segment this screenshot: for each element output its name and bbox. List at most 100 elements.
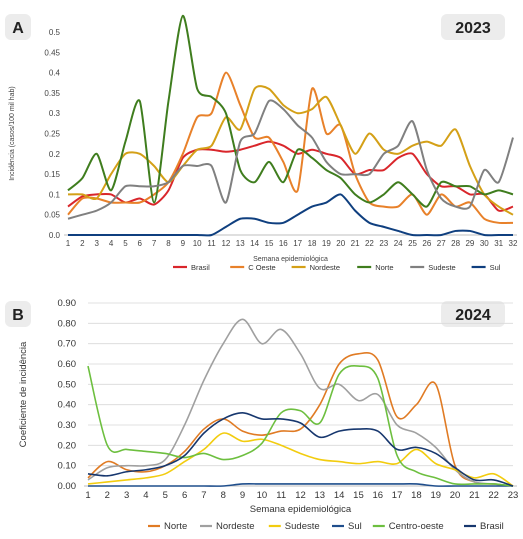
- series-line-nordeste: [67, 85, 514, 216]
- x-tick-label: 27: [437, 239, 446, 248]
- x-tick-label: 19: [322, 239, 331, 248]
- legend-label: C Oeste: [248, 263, 276, 270]
- x-tick-label: 17: [392, 490, 403, 501]
- x-tick-label: 3: [124, 490, 129, 501]
- series-line-centro-oeste: [87, 364, 514, 487]
- legend-label: Sudeste: [428, 263, 456, 270]
- y-tick-label: 0.4: [49, 69, 61, 78]
- x-tick-label: 7: [152, 239, 157, 248]
- x-tick-label: 7: [201, 490, 206, 501]
- x-tick-label: 6: [182, 490, 187, 501]
- year-badge: 2023: [441, 14, 505, 40]
- y-tick-label: 0.1: [49, 190, 61, 199]
- y-tick-label: 0.5: [49, 28, 61, 37]
- y-tick-label: 0.80: [58, 318, 77, 329]
- panel-letter: A: [12, 20, 24, 37]
- x-tick-label: 30: [480, 239, 489, 248]
- y-tick-label: 0.05: [44, 211, 60, 220]
- x-tick-label: 5: [163, 490, 168, 501]
- x-tick-label: 15: [353, 490, 364, 501]
- legend-item: Sul: [332, 521, 362, 532]
- x-tick-label: 12: [221, 239, 230, 248]
- x-tick-label: 2: [105, 490, 110, 501]
- x-tick-label: 9: [240, 490, 245, 501]
- x-tick-label: 2: [80, 239, 85, 248]
- x-tick-label: 32: [509, 239, 518, 248]
- x-tick-label: 4: [143, 490, 148, 501]
- year-label: 2024: [455, 307, 491, 324]
- x-axis-label: Semana epidemiológica: [253, 256, 328, 263]
- x-tick-label: 23: [508, 490, 519, 501]
- y-axis-label: Incidência (casos/100 mil hab): [9, 86, 16, 181]
- chart-2023: A 20230.00.050.10.150.20.250.30.350.40.45…: [5, 14, 518, 270]
- x-tick-label: 13: [315, 490, 326, 501]
- panel-letter: B: [12, 307, 24, 324]
- series-line-sudeste: [67, 99, 514, 220]
- legend-label: Nordeste: [216, 521, 255, 532]
- series-line-sudeste: [87, 432, 514, 487]
- x-tick-label: 10: [193, 239, 202, 248]
- x-tick-label: 28: [451, 239, 460, 248]
- y-tick-label: 0.45: [44, 48, 60, 57]
- x-tick-label: 13: [236, 239, 245, 248]
- x-tick-label: 8: [221, 490, 226, 501]
- series-line-nordeste: [87, 318, 514, 487]
- x-tick-label: 16: [372, 490, 383, 501]
- y-tick-label: 0.0: [49, 231, 61, 240]
- x-tick-label: 20: [336, 239, 345, 248]
- legend: Brasil C Oeste Nordeste Norte Sudeste Sul: [173, 263, 501, 270]
- x-tick-label: 17: [293, 239, 302, 248]
- series-line-brasil: [87, 412, 514, 487]
- x-tick-label: 19: [430, 490, 441, 501]
- x-tick-label: 14: [250, 239, 259, 248]
- legend-item: Sudeste: [268, 521, 320, 532]
- legend-label: Nordeste: [310, 263, 340, 270]
- y-tick-label: 0.35: [44, 89, 60, 98]
- x-tick-label: 9: [181, 239, 186, 248]
- legend-label: Centro-oeste: [389, 521, 444, 532]
- x-tick-label: 18: [308, 239, 317, 248]
- x-tick-label: 29: [465, 239, 474, 248]
- legend-label: Brasil: [480, 521, 504, 532]
- legend-item: Sudeste: [410, 263, 456, 270]
- series-line-sul: [88, 483, 513, 487]
- x-tick-label: 11: [207, 239, 216, 248]
- x-tick-label: 1: [66, 239, 71, 248]
- y-tick-label: 0.25: [44, 130, 60, 139]
- legend-item: Brasil: [464, 521, 504, 532]
- y-tick-label: 0.50: [58, 379, 77, 390]
- legend-item: Brasil: [173, 263, 210, 270]
- x-tick-label: 15: [265, 239, 274, 248]
- panel-label-A: A: [5, 14, 31, 40]
- year-badge: 2024: [441, 301, 505, 327]
- x-tick-label: 18: [411, 490, 422, 501]
- x-tick-label: 20: [450, 490, 461, 501]
- legend-label: Sudeste: [285, 521, 320, 532]
- x-tick-label: 21: [469, 490, 480, 501]
- x-tick-label: 22: [365, 239, 374, 248]
- y-tick-label: 0.40: [58, 400, 77, 411]
- x-tick-label: 10: [257, 490, 268, 501]
- year-label: 2023: [455, 20, 491, 37]
- legend-label: Sul: [490, 263, 501, 270]
- x-axis-label: Semana epidemiológica: [250, 504, 352, 515]
- y-tick-label: 0.15: [44, 170, 60, 179]
- y-tick-label: 0.20: [58, 440, 77, 451]
- y-axis-label: Coeficiente de incidência: [18, 341, 29, 447]
- legend-item: Nordeste: [291, 263, 340, 270]
- legend-item: Norte: [357, 263, 394, 270]
- legend-item: Norte: [148, 521, 187, 532]
- x-tick-label: 21: [351, 239, 360, 248]
- legend: Norte Nordeste Sudeste Sul Centro-oeste Brasi…: [148, 521, 504, 532]
- x-tick-label: 25: [408, 239, 417, 248]
- x-tick-label: 3: [94, 239, 99, 248]
- x-tick-label: 1: [85, 490, 90, 501]
- x-tick-label: 26: [422, 239, 431, 248]
- legend-item: Sul: [471, 263, 501, 270]
- legend-item: Centro-oeste: [372, 521, 444, 532]
- x-tick-label: 8: [166, 239, 171, 248]
- y-tick-label: 0.30: [58, 420, 77, 431]
- y-tick-label: 0.60: [58, 359, 77, 370]
- y-tick-label: 0.70: [58, 339, 77, 350]
- x-tick-label: 16: [279, 239, 288, 248]
